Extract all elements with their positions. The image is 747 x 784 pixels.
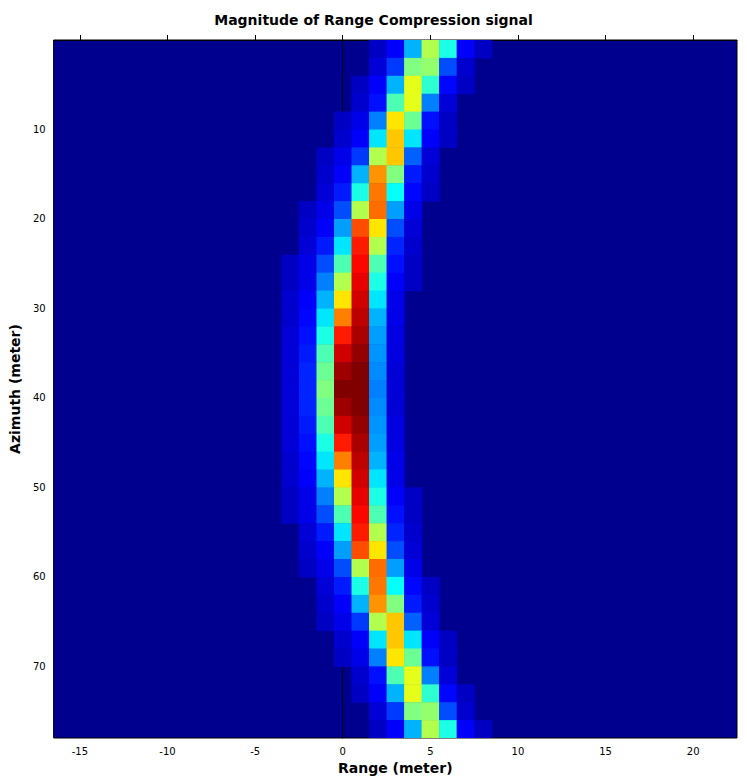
svg-text:15: 15	[599, 746, 612, 757]
svg-text:50: 50	[33, 482, 46, 493]
svg-text:-5: -5	[250, 746, 260, 757]
svg-text:0: 0	[340, 746, 346, 757]
svg-text:40: 40	[33, 392, 46, 403]
svg-text:30: 30	[33, 303, 46, 314]
svg-text:70: 70	[33, 661, 46, 672]
svg-text:Azimuth (meter): Azimuth (meter)	[7, 324, 23, 454]
svg-text:Range (meter): Range (meter)	[338, 760, 453, 776]
svg-text:-10: -10	[159, 746, 175, 757]
svg-text:-15: -15	[72, 746, 88, 757]
svg-text:20: 20	[33, 213, 46, 224]
svg-text:Magnitude of Range Compression: Magnitude of Range Compression signal	[214, 12, 533, 28]
svg-text:5: 5	[427, 746, 433, 757]
svg-text:10: 10	[33, 124, 46, 135]
svg-text:20: 20	[687, 746, 700, 757]
svg-text:60: 60	[33, 571, 46, 582]
svg-text:10: 10	[512, 746, 525, 757]
